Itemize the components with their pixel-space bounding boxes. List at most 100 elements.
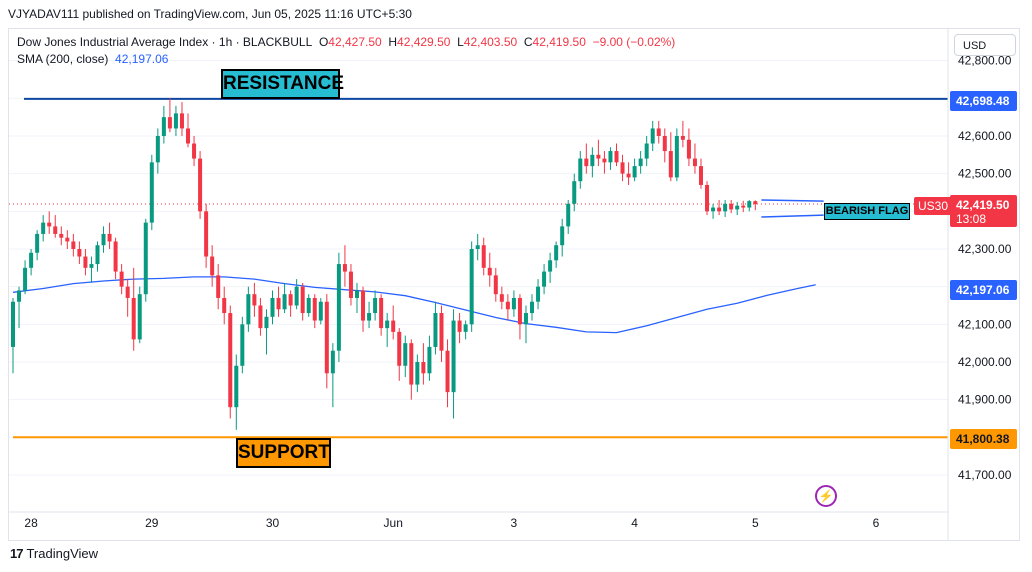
sma-price-tag: 42,197.06 xyxy=(950,280,1017,300)
candle-body xyxy=(240,324,245,366)
time-tick-label: 4 xyxy=(631,516,638,530)
price-axis: 41,700.0041,800.0041,900.0042,000.0042,1… xyxy=(958,54,1012,482)
candle xyxy=(282,282,287,314)
candle-body xyxy=(741,205,746,208)
candle xyxy=(469,241,474,332)
candle-body xyxy=(210,256,215,276)
candle xyxy=(566,200,571,234)
candle-body xyxy=(668,151,673,178)
candle-body xyxy=(312,297,317,321)
candle xyxy=(523,305,528,344)
legend-sma: SMA (200, close) 42,197.06 xyxy=(17,52,168,66)
candle xyxy=(234,354,239,430)
sma-value: 42,197.06 xyxy=(115,52,169,66)
candle xyxy=(723,200,728,217)
flag-upper-line xyxy=(761,199,824,202)
candle-body xyxy=(662,135,667,152)
candle-body xyxy=(632,166,637,178)
candle xyxy=(608,147,613,170)
last-price-tag: 42,419.50 13:08 xyxy=(950,195,1017,227)
candle-body xyxy=(572,181,577,204)
candle xyxy=(348,264,353,306)
candle-body xyxy=(83,256,88,268)
candle xyxy=(747,200,752,212)
lightning-icon[interactable]: ⚡ xyxy=(815,485,837,507)
candle xyxy=(457,313,462,344)
candle-body xyxy=(216,275,221,298)
candle-body xyxy=(403,343,408,366)
candle xyxy=(216,264,221,310)
candle xyxy=(686,128,691,167)
candle-body xyxy=(686,139,691,159)
candle-body xyxy=(397,331,402,366)
support-label[interactable]: SUPPORT xyxy=(236,438,331,468)
candle-body xyxy=(445,350,450,393)
candle-body xyxy=(234,365,239,408)
symbol-title[interactable]: Dow Jones Industrial Average Index · 1h … xyxy=(17,35,313,49)
candle xyxy=(403,335,408,378)
candle xyxy=(620,154,625,182)
price-tick-label: 41,700.00 xyxy=(958,468,1012,482)
close-value: 42,419.50 xyxy=(532,35,586,49)
flag-lower-line xyxy=(761,214,824,218)
candle-body xyxy=(433,313,438,347)
tradingview-logo-icon: 17 xyxy=(10,546,24,561)
candle xyxy=(391,305,396,340)
candle-body xyxy=(729,203,734,210)
candle xyxy=(427,335,432,381)
candle-body xyxy=(692,158,697,167)
candle xyxy=(367,301,372,329)
candle xyxy=(173,105,178,136)
candle xyxy=(258,297,263,336)
candle xyxy=(143,218,148,302)
candle-body xyxy=(119,271,124,287)
candle xyxy=(650,120,655,152)
candle-body xyxy=(41,222,46,234)
candle-body xyxy=(35,233,40,253)
candle-body xyxy=(306,297,311,314)
currency-button[interactable]: USD xyxy=(954,34,1016,56)
candle-body xyxy=(385,320,390,329)
candle-body xyxy=(505,301,510,310)
candle-body xyxy=(342,264,347,272)
candle-body xyxy=(481,245,486,268)
candle xyxy=(717,200,722,216)
candle-body xyxy=(711,207,716,212)
candle-body xyxy=(17,290,22,302)
candle-body xyxy=(282,294,287,310)
publisher-line: VJYADAV111 published on TradingView.com,… xyxy=(8,7,412,21)
candle-body xyxy=(324,301,329,374)
chart-frame[interactable] xyxy=(8,28,1020,541)
time-tick-label: 5 xyxy=(752,516,759,530)
price-tick-label: 42,000.00 xyxy=(958,355,1012,369)
candle-body xyxy=(264,316,269,329)
candle-body xyxy=(228,313,233,408)
candle xyxy=(23,260,28,295)
candle xyxy=(107,222,112,249)
candle xyxy=(409,339,414,400)
candle-body xyxy=(542,271,547,287)
candle xyxy=(119,264,124,295)
open-label: O xyxy=(318,35,329,49)
brand-name: TradingView xyxy=(26,546,99,561)
candle xyxy=(192,135,197,167)
candle-body xyxy=(318,301,323,321)
time-tick-label: Jun xyxy=(384,516,403,530)
candle xyxy=(614,143,619,167)
candle-body xyxy=(361,290,366,321)
resistance-label[interactable]: RESISTANCE xyxy=(221,69,344,99)
bearish-flag-label[interactable]: BEARISH FLAG xyxy=(824,203,910,220)
candle-body xyxy=(300,286,305,314)
candle xyxy=(445,339,450,408)
candle xyxy=(560,218,565,257)
candle xyxy=(548,252,553,283)
candle xyxy=(71,233,76,257)
sma-label[interactable]: SMA (200, close) xyxy=(17,52,109,66)
sma-layer xyxy=(12,276,816,334)
candle xyxy=(35,230,40,261)
tradingview-brand[interactable]: 17 TradingView xyxy=(10,546,98,561)
candle xyxy=(475,233,480,261)
candle-body xyxy=(475,245,480,249)
sma-200-line xyxy=(12,276,816,334)
